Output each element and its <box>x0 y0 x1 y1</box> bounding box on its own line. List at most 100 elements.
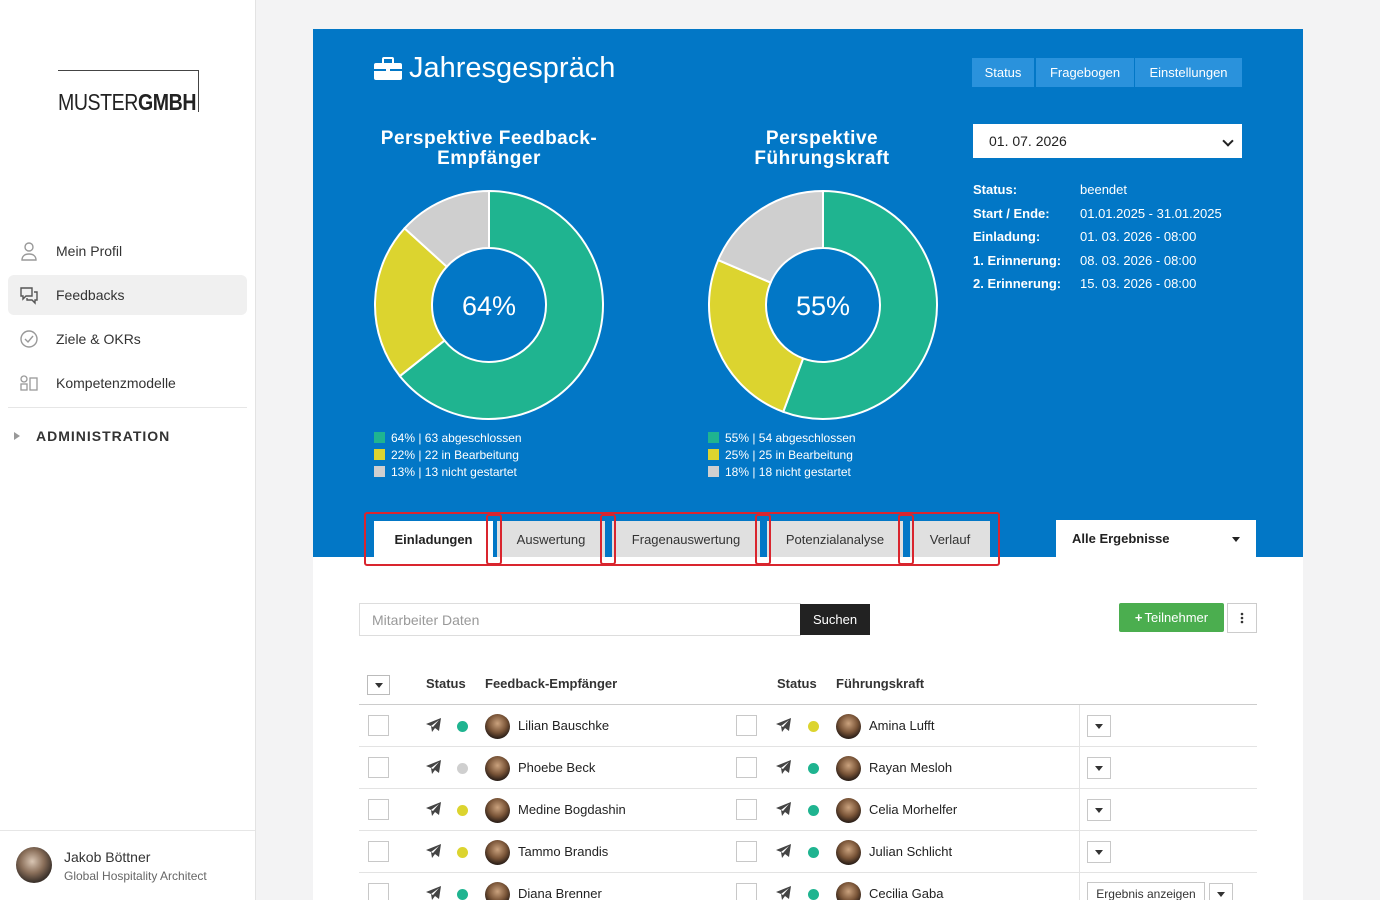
legend-swatch <box>708 466 719 477</box>
donut-slice[interactable] <box>716 189 824 284</box>
sidebar-item-label: Feedbacks <box>56 287 125 303</box>
donut-center-label: 55% <box>796 291 850 321</box>
search-button[interactable]: Suchen <box>800 604 870 635</box>
more-options-button[interactable] <box>1227 603 1257 633</box>
tab-potenzialanalyse[interactable]: Potenzialanalyse <box>767 521 903 557</box>
recipient-name[interactable]: Diana Brenner <box>518 886 602 900</box>
sidebar-item-competencies[interactable]: Kompetenzmodelle <box>8 363 247 403</box>
tab-einladungen[interactable]: Einladungen <box>374 521 493 557</box>
info-key: Start / Ende: <box>973 205 1050 221</box>
row-checkbox[interactable] <box>736 799 757 820</box>
logo-part2: GMBH <box>138 89 197 115</box>
avatar <box>485 882 510 900</box>
info-row: Einladung: 01. 03. 2026 - 08:00 <box>973 225 1222 249</box>
donut-slice[interactable] <box>374 226 449 378</box>
manager-name[interactable]: Rayan Mesloh <box>869 760 953 775</box>
donut-slice[interactable] <box>403 189 490 269</box>
recipient-name[interactable]: Medine Bogdashin <box>518 802 626 817</box>
sidebar-item-label: Ziele & OKRs <box>56 331 141 347</box>
row-actions-dropdown[interactable] <box>1087 799 1111 821</box>
info-value: beendet <box>1080 182 1127 198</box>
row-actions-dropdown[interactable] <box>1087 757 1111 779</box>
recipient-name[interactable]: Tammo Brandis <box>518 844 609 859</box>
send-invite-icon[interactable] <box>425 801 442 818</box>
avatar <box>16 847 52 883</box>
search-placeholder: Mitarbeiter Daten <box>372 611 480 628</box>
donut-slice[interactable] <box>708 258 805 414</box>
row-actions-dropdown[interactable] <box>1087 715 1111 737</box>
company-logo[interactable]: MUSTERGMBH <box>58 70 199 115</box>
legend-swatch <box>708 449 719 460</box>
recipient-name[interactable]: Lilian Bauschke <box>518 718 610 733</box>
row-checkbox[interactable] <box>368 799 389 820</box>
results-filter-value: Alle Ergebnisse <box>1072 531 1170 546</box>
manager-name[interactable]: Celia Morhelfer <box>869 802 958 817</box>
admin-label: ADMINISTRATION <box>36 428 171 444</box>
tab-fragenauswertung[interactable]: Fragenauswertung <box>612 521 760 557</box>
donut-slice[interactable] <box>781 189 938 420</box>
caret-down-icon <box>375 683 383 688</box>
user-role: Global Hospitality Architect <box>64 869 207 883</box>
settings-button[interactable]: Einstellungen <box>1135 58 1242 87</box>
row-actions-dropdown[interactable] <box>1087 841 1111 863</box>
tab-verlauf[interactable]: Verlauf <box>910 521 990 557</box>
donut-slice[interactable] <box>398 189 604 420</box>
tab-auswertung[interactable]: Auswertung <box>497 521 605 557</box>
send-invite-icon[interactable] <box>775 801 792 818</box>
date-select[interactable]: 01. 07. 2026 <box>973 124 1242 158</box>
questionnaire-button[interactable]: Fragebogen <box>1036 58 1134 87</box>
add-participant-button[interactable]: + Teilnehmer <box>1119 603 1224 632</box>
column-divider <box>1079 831 1080 872</box>
vertical-dots-icon <box>1240 612 1244 624</box>
row-checkbox[interactable] <box>736 883 757 900</box>
user-profile[interactable]: Jakob Böttner Global Hospitality Archite… <box>0 830 255 900</box>
send-invite-icon[interactable] <box>775 717 792 734</box>
sidebar-item-feedbacks[interactable]: Feedbacks <box>8 275 247 315</box>
recipient-name[interactable]: Phoebe Beck <box>518 760 596 775</box>
info-row: 2. Erinnerung: 15. 03. 2026 - 08:00 <box>973 272 1222 296</box>
send-invite-icon[interactable] <box>425 717 442 734</box>
select-all-dropdown[interactable] <box>367 675 390 695</box>
send-invite-icon[interactable] <box>425 885 442 900</box>
sidebar-item-label: Mein Profil <box>56 243 123 259</box>
send-invite-icon[interactable] <box>775 843 792 860</box>
sidebar-item-goals[interactable]: Ziele & OKRs <box>8 319 247 359</box>
column-header-status[interactable]: Status <box>777 676 817 691</box>
check-circle-icon <box>20 330 38 348</box>
status-button[interactable]: Status <box>972 58 1034 87</box>
column-divider <box>1079 747 1080 788</box>
chart-title-line: Empfänger <box>437 148 541 169</box>
column-header-status[interactable]: Status <box>426 676 466 691</box>
send-invite-icon[interactable] <box>775 759 792 776</box>
manager-name[interactable]: Julian Schlicht <box>869 844 953 859</box>
row-checkbox[interactable] <box>736 715 757 736</box>
manager-name[interactable]: Amina Lufft <box>869 718 935 733</box>
legend-swatch <box>374 449 385 460</box>
row-checkbox[interactable] <box>736 757 757 778</box>
avatar <box>836 840 861 865</box>
avatar <box>836 714 861 739</box>
sidebar-item-profile[interactable]: Mein Profil <box>8 231 247 271</box>
column-header-recipient[interactable]: Feedback-Empfänger <box>485 676 618 691</box>
search-input[interactable]: Mitarbeiter Daten <box>359 603 801 636</box>
legend-item: 22% | 22 in Bearbeitung <box>374 446 522 463</box>
row-checkbox[interactable] <box>736 841 757 862</box>
table-row: Lilian Bauschke Amina Lufft <box>359 705 1257 747</box>
row-checkbox[interactable] <box>368 841 389 862</box>
row-actions-dropdown[interactable] <box>1209 883 1233 900</box>
row-checkbox[interactable] <box>368 883 389 900</box>
chart-title-line: Perspektive <box>765 128 879 149</box>
manager-name[interactable]: Cecilia Gaba <box>869 886 944 900</box>
results-filter-dropdown[interactable]: Alle Ergebnisse <box>1056 520 1256 557</box>
send-invite-icon[interactable] <box>425 759 442 776</box>
sidebar: MUSTERGMBH Mein Profil Feedbacks Ziele &… <box>0 0 256 900</box>
chart-legend-manager: 55% | 54 abgeschlossen 25% | 25 in Bearb… <box>708 429 856 480</box>
sidebar-item-administration[interactable]: ADMINISTRATION <box>14 428 170 444</box>
row-checkbox[interactable] <box>368 757 389 778</box>
row-checkbox[interactable] <box>368 715 389 736</box>
show-result-button[interactable]: Ergebnis anzeigen <box>1087 882 1205 900</box>
send-invite-icon[interactable] <box>775 885 792 900</box>
column-header-manager[interactable]: Führungskraft <box>836 676 925 691</box>
briefcase-icon <box>374 56 402 80</box>
send-invite-icon[interactable] <box>425 843 442 860</box>
